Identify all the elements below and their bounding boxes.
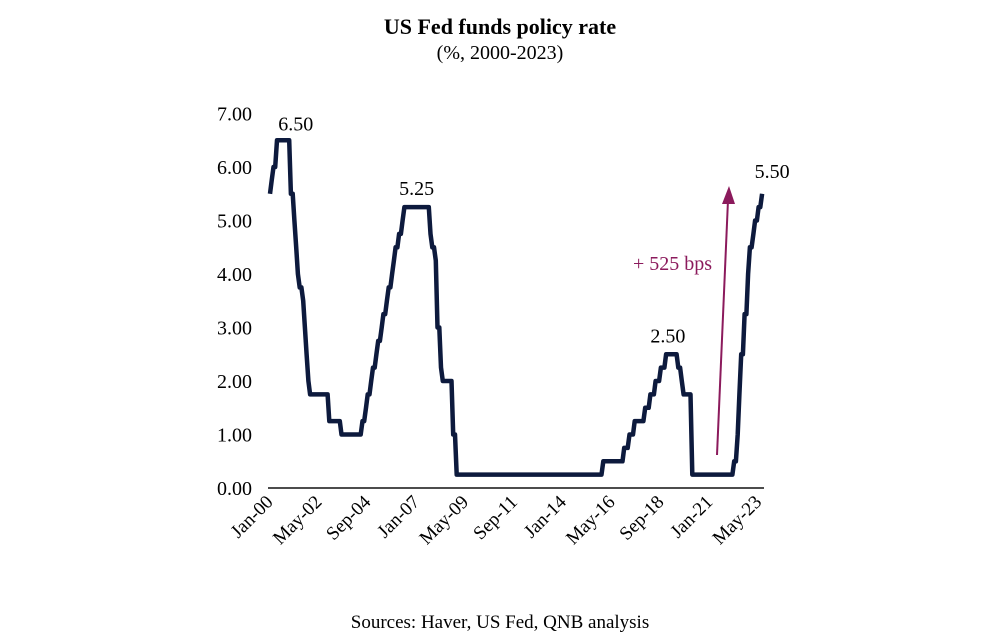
y-tick-label: 2.00 xyxy=(217,371,252,393)
value-annotation: 5.50 xyxy=(755,161,790,183)
y-tick-label: 5.00 xyxy=(217,211,252,233)
x-tick-label: May-09 xyxy=(416,492,473,549)
x-tick-label: Sep-11 xyxy=(469,492,521,544)
y-tick-label: 7.00 xyxy=(217,104,252,126)
x-tick-label: Sep-18 xyxy=(616,492,669,545)
value-annotation: 6.50 xyxy=(278,113,313,135)
source-note: Sources: Haver, US Fed, QNB analysis xyxy=(351,612,649,633)
value-annotation: 2.50 xyxy=(650,325,685,347)
arrow-head-icon xyxy=(722,186,735,204)
y-tick-label: 1.00 xyxy=(217,425,252,447)
x-tick-label: May-02 xyxy=(269,492,326,549)
y-tick-label: 6.00 xyxy=(217,157,252,179)
chart-title: US Fed funds policy rate xyxy=(384,14,616,39)
x-tick-label: May-16 xyxy=(562,492,619,549)
value-annotation: 5.25 xyxy=(399,178,434,200)
series-line xyxy=(267,138,765,477)
increase-arrow xyxy=(716,186,735,456)
y-tick-label: 0.00 xyxy=(217,478,252,500)
x-tick-label: Sep-04 xyxy=(322,491,375,544)
arrow-label: + 525 bps xyxy=(633,253,712,275)
arrow-shaft xyxy=(716,199,729,456)
y-tick-label: 4.00 xyxy=(217,264,252,286)
chart-subtitle: (%, 2000-2023) xyxy=(437,42,564,64)
y-tick-label: 3.00 xyxy=(217,318,252,340)
x-tick-label: May-23 xyxy=(709,492,766,549)
